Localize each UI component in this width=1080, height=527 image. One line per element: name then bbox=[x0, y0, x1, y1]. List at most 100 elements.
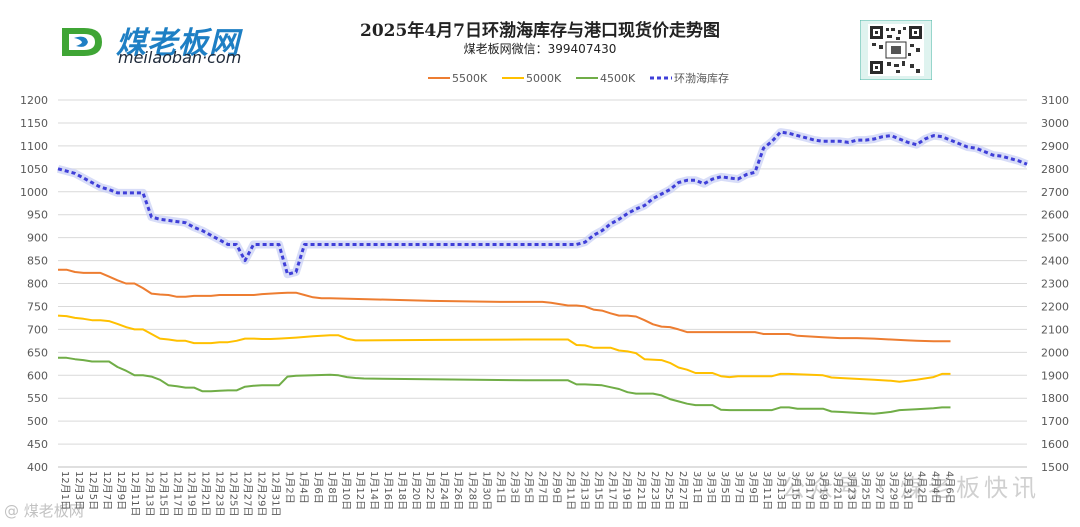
x-tick-label: 2月9日 bbox=[551, 471, 563, 504]
legend-label: 5500K bbox=[452, 72, 488, 85]
y-left-tick-label: 500 bbox=[27, 415, 48, 428]
x-tick-label: 12月5日 bbox=[87, 471, 99, 510]
x-tick-label: 1月2日 bbox=[284, 471, 296, 504]
series-line-glow bbox=[56, 128, 1029, 279]
x-tick-label: 1月14日 bbox=[368, 471, 380, 510]
x-tick-label: 12月13日 bbox=[143, 471, 155, 516]
x-tick-label: 12月11日 bbox=[129, 471, 141, 516]
y-right-tick-label: 1600 bbox=[1041, 438, 1069, 451]
x-tick-label: 3月13日 bbox=[775, 471, 787, 510]
y-left-tick-label: 1000 bbox=[20, 186, 48, 199]
x-tick-label: 4月4日 bbox=[930, 471, 942, 504]
x-tick-label: 12月9日 bbox=[115, 471, 127, 510]
x-tick-label: 2月27日 bbox=[677, 471, 689, 510]
y-right-tick-label: 2400 bbox=[1041, 255, 1069, 268]
y-left-tick-label: 1100 bbox=[20, 140, 48, 153]
legend-label: 4500K bbox=[600, 72, 636, 85]
legend-label: 5000K bbox=[526, 72, 562, 85]
y-left-tick-label: 700 bbox=[27, 323, 48, 336]
x-tick-label: 2月25日 bbox=[663, 471, 675, 510]
x-tick-label: 3月7日 bbox=[733, 471, 745, 504]
x-tick-label: 3月1日 bbox=[691, 471, 703, 504]
x-tick-label: 3月23日 bbox=[845, 471, 857, 510]
y-right-tick-label: 2800 bbox=[1041, 163, 1069, 176]
x-tick-label: 2月23日 bbox=[649, 471, 661, 510]
x-tick-label: 2月21日 bbox=[635, 471, 647, 510]
x-tick-label: 3月31日 bbox=[902, 471, 914, 510]
x-tick-label: 3月27日 bbox=[874, 471, 886, 510]
y-right-tick-label: 1800 bbox=[1041, 392, 1069, 405]
y-right-tick-label: 1500 bbox=[1041, 461, 1069, 474]
y-left-tick-label: 600 bbox=[27, 369, 48, 382]
corner-watermark: @ 煤老板网 bbox=[4, 502, 84, 520]
series-line-inventory bbox=[57, 130, 1028, 276]
y-left-tick-label: 1150 bbox=[20, 117, 48, 130]
x-tick-label: 12月27日 bbox=[242, 471, 254, 516]
y-right-tick-label: 1700 bbox=[1041, 415, 1069, 428]
x-tick-label: 3月21日 bbox=[831, 471, 843, 510]
x-tick-label: 12月3日 bbox=[73, 471, 85, 510]
x-tick-label: 12月17日 bbox=[171, 471, 183, 516]
x-tick-label: 12月21日 bbox=[199, 471, 211, 516]
y-left-tick-label: 850 bbox=[27, 255, 48, 268]
chart-subtitle: 煤老板网微信：399407430 bbox=[463, 42, 617, 56]
x-tick-label: 12月31日 bbox=[270, 471, 282, 516]
x-tick-label: 12月23日 bbox=[213, 471, 225, 516]
x-tick-label: 12月29日 bbox=[256, 471, 268, 516]
x-tick-label: 1月24日 bbox=[438, 471, 450, 510]
x-tick-label: 3月3日 bbox=[705, 471, 717, 504]
y-right-tick-label: 1900 bbox=[1041, 369, 1069, 382]
x-tick-label: 3月15日 bbox=[789, 471, 801, 510]
x-tick-label: 4月6日 bbox=[944, 471, 956, 504]
x-tick-label: 3月29日 bbox=[888, 471, 900, 510]
series-line-5500k bbox=[58, 268, 951, 343]
x-tick-label: 3月17日 bbox=[803, 471, 815, 510]
x-tick-label: 12月15日 bbox=[157, 471, 169, 516]
y-left-tick-label: 650 bbox=[27, 346, 48, 359]
y-right-tick-label: 2900 bbox=[1041, 140, 1069, 153]
y-left-tick-label: 750 bbox=[27, 300, 48, 313]
brand-name-cn: 煤老板网 bbox=[116, 26, 240, 61]
x-tick-label: 12月19日 bbox=[185, 471, 197, 516]
x-tick-label: 3月9日 bbox=[747, 471, 759, 504]
x-tick-label: 2月17日 bbox=[607, 471, 619, 510]
y-left-tick-label: 1050 bbox=[20, 163, 48, 176]
y-right-tick-label: 3000 bbox=[1041, 117, 1069, 130]
y-right-tick-label: 3100 bbox=[1041, 94, 1069, 107]
x-tick-label: 1月10日 bbox=[340, 471, 352, 510]
x-tick-label: 12月7日 bbox=[101, 471, 113, 510]
y-left-tick-label: 800 bbox=[27, 278, 48, 291]
y-left-tick-label: 900 bbox=[27, 232, 48, 245]
x-tick-label: 2月11日 bbox=[565, 471, 577, 510]
wechat-watermark: 公众号 · 煤老板快讯 bbox=[781, 474, 1040, 502]
y-right-tick-label: 2300 bbox=[1041, 278, 1069, 291]
x-tick-label: 2月5日 bbox=[522, 471, 534, 504]
qr-code-icon bbox=[860, 20, 932, 80]
x-tick-label: 12月25日 bbox=[228, 471, 240, 516]
x-tick-label: 3月11日 bbox=[761, 471, 773, 510]
y-right-tick-label: 2000 bbox=[1041, 346, 1069, 359]
y-right-tick-label: 2600 bbox=[1041, 209, 1069, 222]
brand-swirl-icon bbox=[62, 28, 102, 56]
series-line-4500k bbox=[58, 356, 951, 415]
x-tick-label: 3月25日 bbox=[859, 471, 871, 510]
y-left-tick-label: 550 bbox=[27, 392, 48, 405]
x-tick-label: 1月28日 bbox=[466, 471, 478, 510]
x-tick-label: 1月6日 bbox=[312, 471, 324, 504]
y-left-tick-label: 400 bbox=[27, 461, 48, 474]
series-line-5000k bbox=[57, 314, 951, 383]
x-tick-label: 1月26日 bbox=[452, 471, 464, 510]
x-tick-label: 2月7日 bbox=[536, 471, 548, 504]
brand-logo: 煤老板网 meilaoban·com bbox=[58, 18, 308, 70]
y-right-tick-label: 2500 bbox=[1041, 232, 1069, 245]
x-tick-label: 2月3日 bbox=[508, 471, 520, 504]
legend-label: 环渤海库存 bbox=[674, 71, 729, 85]
brand-name-en: meilaoban·com bbox=[118, 48, 242, 67]
x-tick-label: 2月1日 bbox=[494, 471, 506, 504]
y-left-tick-label: 1200 bbox=[20, 94, 48, 107]
x-tick-label: 4月2日 bbox=[916, 471, 928, 504]
x-tick-label: 1月18日 bbox=[396, 471, 408, 510]
x-tick-label: 2月19日 bbox=[621, 471, 633, 510]
x-tick-label: 3月5日 bbox=[719, 471, 731, 504]
